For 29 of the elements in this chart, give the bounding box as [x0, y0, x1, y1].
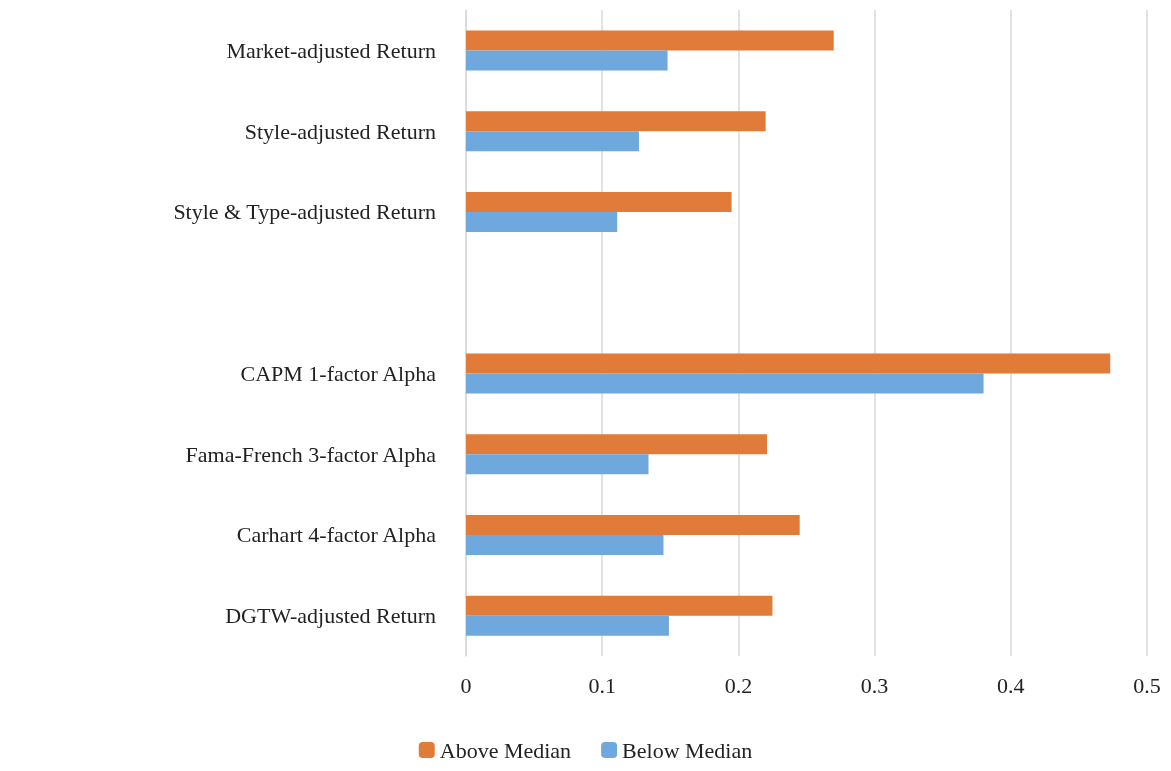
bar: [466, 111, 766, 132]
x-tick-label: 0.5: [1133, 672, 1161, 698]
y-tick-label: DGTW-adjusted Return: [225, 603, 436, 629]
x-tick-label: 0.2: [724, 672, 753, 698]
bar: [466, 30, 834, 51]
bar: [466, 534, 664, 555]
bar: [466, 514, 800, 535]
y-tick-label: Carhart 4-factor Alpha: [236, 522, 437, 548]
bar: [466, 434, 767, 455]
legend-label: Below Median: [622, 737, 753, 763]
x-tick-label: 0: [460, 672, 472, 698]
bar: [466, 595, 773, 616]
bar: [466, 50, 668, 71]
x-tick-label: 0.3: [860, 672, 889, 698]
bar: [466, 353, 1111, 374]
y-tick-label: Fama-French 3-factor Alpha: [185, 441, 437, 467]
bar: [466, 191, 732, 212]
bar: [466, 211, 618, 232]
y-tick-label: Style-adjusted Return: [244, 118, 436, 144]
bar: [466, 454, 649, 475]
bar: [466, 373, 984, 394]
legend-label: Above Median: [439, 737, 572, 763]
bar: [466, 131, 639, 152]
y-tick-label: Style & Type-adjusted Return: [173, 199, 436, 225]
bar: [466, 615, 669, 636]
x-tick-label: 0.1: [588, 672, 616, 698]
y-tick-label: CAPM 1-factor Alpha: [240, 360, 437, 386]
y-tick-label: Market-adjusted Return: [226, 37, 436, 63]
x-tick-label: 0.4: [997, 672, 1025, 698]
